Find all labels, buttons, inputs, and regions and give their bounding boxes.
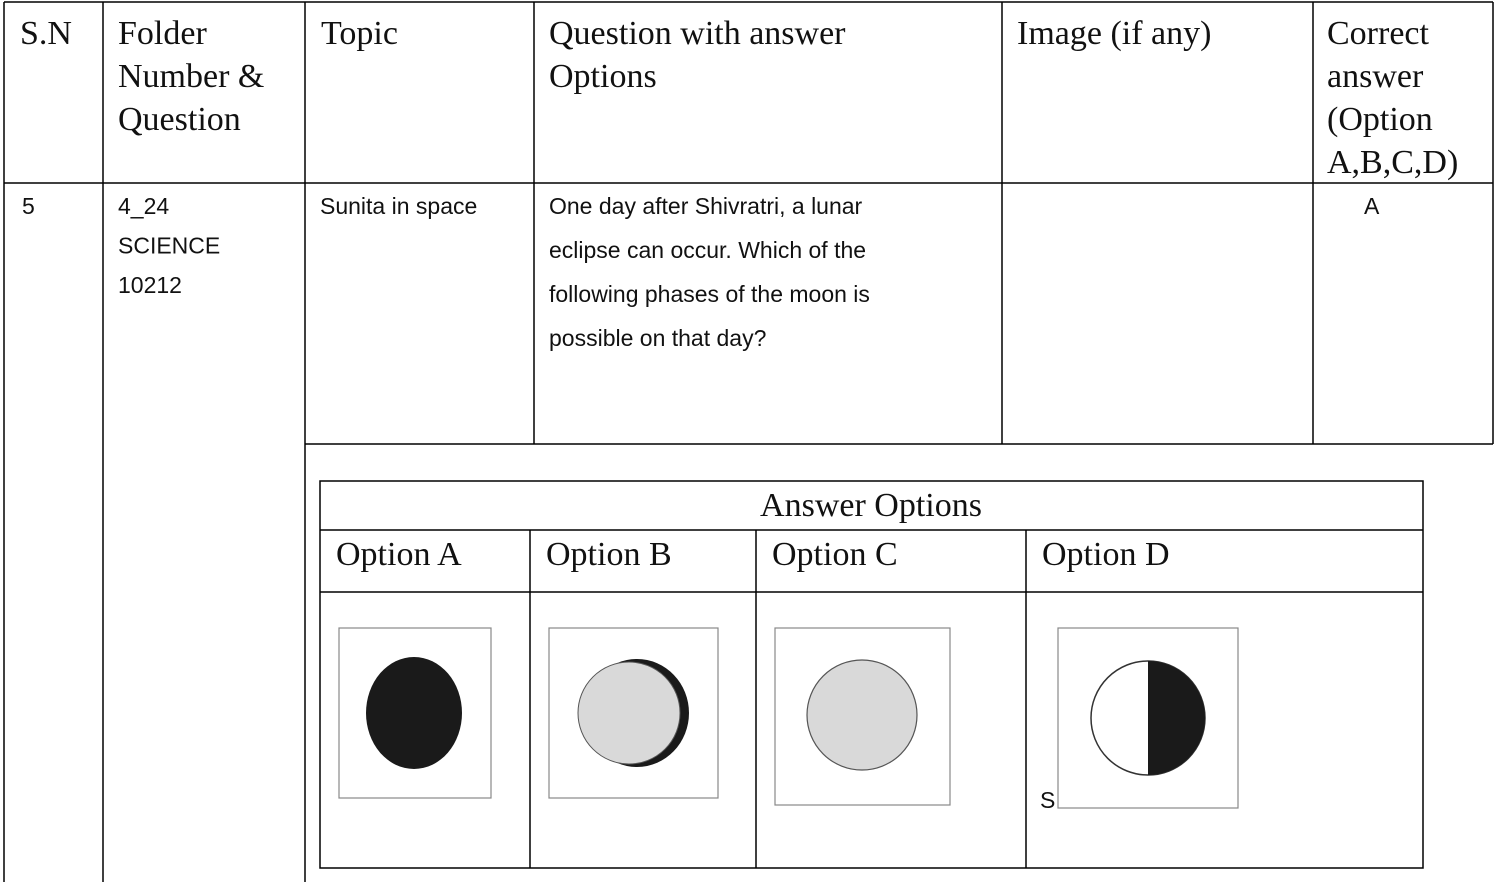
- header-cell: Number &: [118, 58, 264, 95]
- header-cell: Topic: [321, 15, 398, 52]
- table-grid: [3, 1, 1494, 882]
- header-cell: A,B,C,D): [1327, 144, 1458, 181]
- question-text: One day after Shivratri, a lunar: [549, 193, 863, 219]
- option-label: Option A: [336, 536, 462, 573]
- answer-options-title: Answer Options: [760, 487, 982, 524]
- header-cell: (Option: [1327, 101, 1433, 138]
- folder-number: SCIENCE: [118, 233, 220, 259]
- answer-options-grid: [319, 480, 1424, 869]
- header-cell: Correct: [1327, 15, 1430, 52]
- header-cell: Question: [118, 101, 241, 138]
- option-label: Option D: [1042, 536, 1170, 573]
- folder-number: 4_24: [118, 193, 169, 219]
- topic: Sunita in space: [320, 193, 477, 219]
- question-text: eclipse can occur. Which of the: [549, 237, 866, 263]
- header-cell: S.N: [20, 15, 72, 52]
- header-cell: Question with answer: [549, 15, 846, 52]
- correct-answer: A: [1364, 193, 1380, 219]
- question-text: possible on that day?: [549, 325, 766, 351]
- image-note: S: [1040, 787, 1055, 813]
- header-cell: answer: [1327, 58, 1424, 95]
- option-label: Option B: [546, 536, 672, 573]
- texts: S.N Folder Number & Question Topic Question w…: [20, 15, 1458, 813]
- header-cell: Folder: [118, 15, 207, 52]
- folder-number: 10212: [118, 272, 182, 298]
- header-cell: Options: [549, 58, 657, 95]
- header-cell: Image (if any): [1017, 15, 1211, 52]
- option-label: Option C: [772, 536, 898, 573]
- moon-images: [338, 627, 1239, 809]
- question-text: following phases of the moon is: [549, 281, 870, 307]
- serial-number: 5: [22, 193, 35, 219]
